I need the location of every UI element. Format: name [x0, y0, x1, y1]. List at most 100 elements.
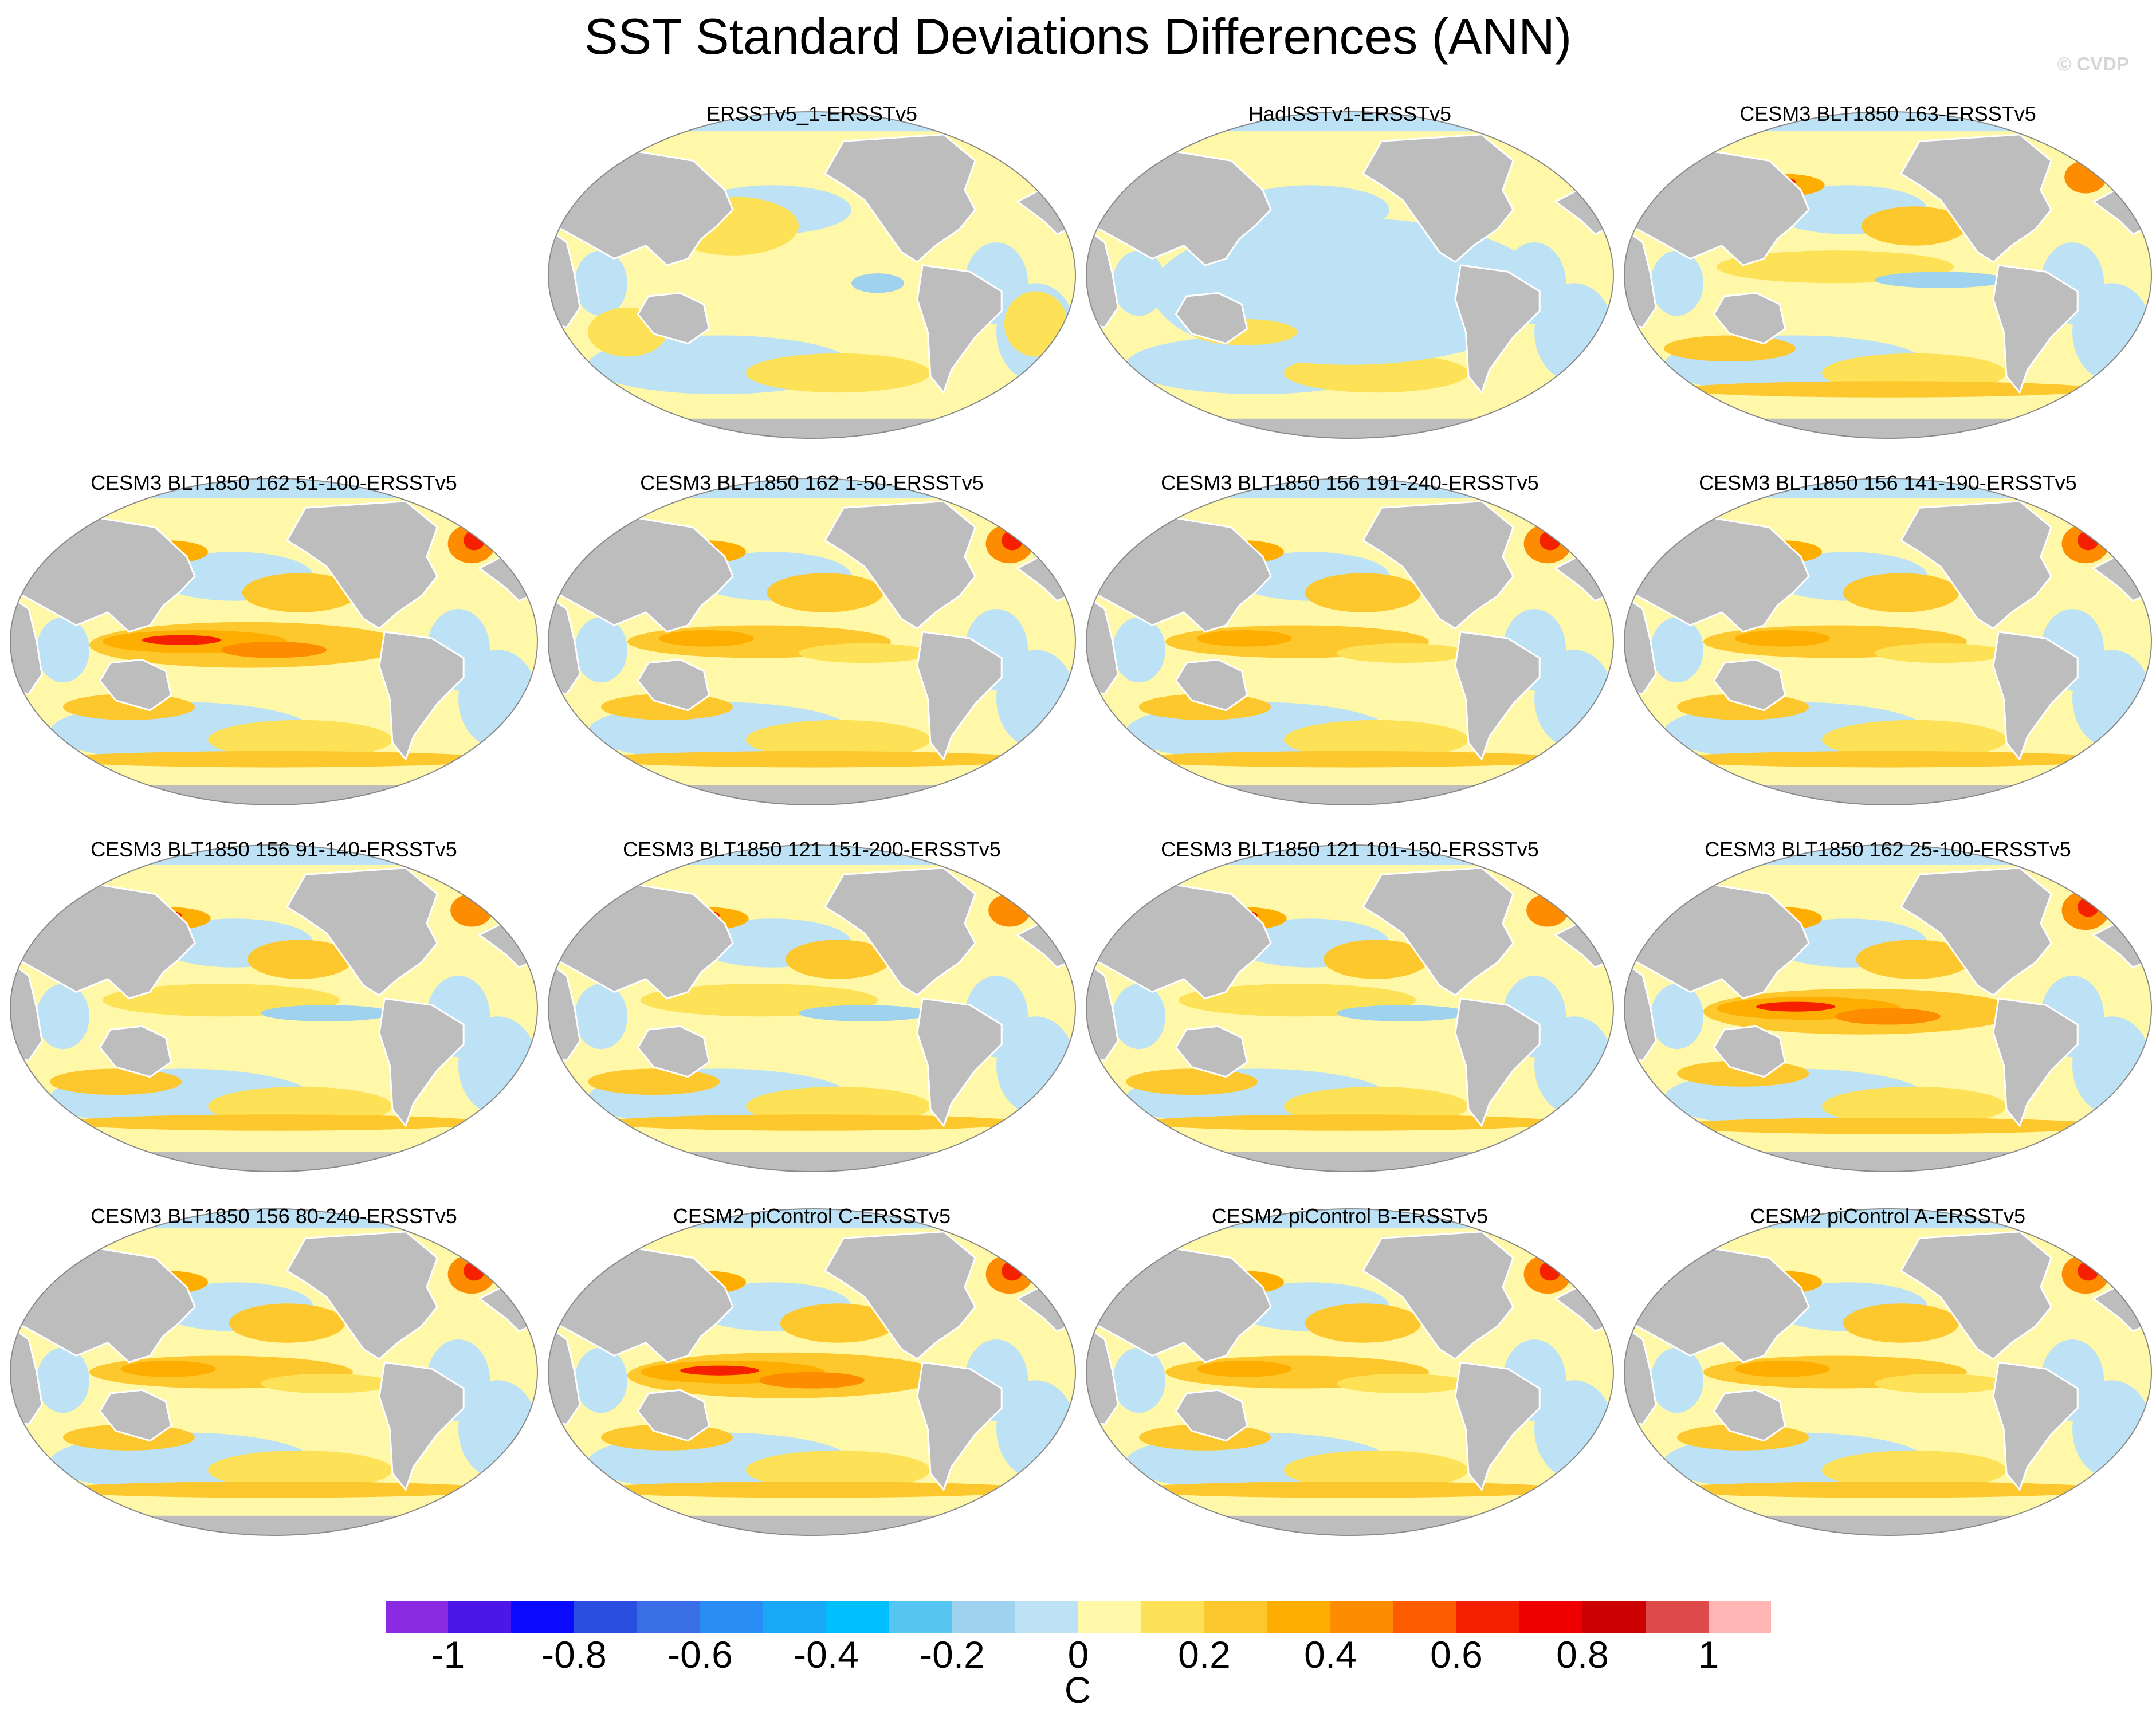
colorbar-tick-label: 1	[1698, 1633, 1719, 1676]
anomaly-patch	[1337, 1373, 1468, 1394]
anomaly-patch	[799, 643, 930, 663]
map-panel	[1624, 1208, 2152, 1536]
continent-africa	[1086, 227, 1119, 328]
anomaly-patch	[601, 1114, 1023, 1131]
colorbar-swatch	[1078, 1601, 1142, 1634]
anomaly-patch	[229, 1303, 345, 1343]
map-frame	[1624, 111, 2152, 439]
antarctica	[548, 785, 1075, 805]
continent-namerica	[1361, 500, 1514, 630]
anomaly-patch	[50, 1481, 498, 1498]
map-frame	[10, 478, 538, 805]
colorbar-tick-label: -0.2	[920, 1633, 985, 1676]
colorbar-swatch	[826, 1601, 890, 1634]
map-frame	[1624, 844, 2152, 1172]
antarctica	[548, 1152, 1075, 1172]
colorbar-swatch	[1141, 1601, 1205, 1634]
antarctica	[10, 1515, 537, 1535]
anomaly-patch	[63, 1114, 485, 1131]
anomaly-patch	[1651, 984, 1703, 1050]
continent-samerica	[378, 997, 465, 1128]
antarctica	[1086, 1152, 1613, 1172]
continent-africa	[1624, 961, 1657, 1062]
colorbar-tick-label: 0.4	[1304, 1633, 1357, 1676]
map-panel	[548, 1208, 1076, 1536]
continent-namerica	[1899, 133, 2052, 264]
map-panel	[548, 478, 1076, 805]
anomaly-patch	[588, 1068, 720, 1095]
colorbar-swatch	[448, 1601, 512, 1634]
anomaly-patch	[575, 250, 627, 316]
panel-title: CESM2 piControl A-ERSSTv5	[1750, 1204, 2026, 1228]
anomaly-patch	[1664, 750, 2112, 768]
continent-namerica	[1899, 1231, 2052, 1361]
antarctica	[1086, 1515, 1613, 1535]
anomaly-patch	[799, 1005, 930, 1021]
continent-samerica	[1992, 997, 2079, 1128]
continent-africa	[548, 961, 581, 1062]
continent-namerica	[1899, 867, 2052, 997]
anomaly-patch	[1113, 984, 1165, 1050]
continent-namerica	[285, 500, 438, 630]
map-frame	[548, 1208, 1076, 1536]
map-frame	[548, 111, 1076, 439]
colorbar-swatch	[385, 1601, 449, 1634]
colorbar-swatch	[574, 1601, 638, 1634]
continent-samerica	[916, 997, 1003, 1128]
colorbar-swatch	[1519, 1601, 1583, 1634]
anomaly-patch	[1126, 1068, 1258, 1095]
continent-africa	[548, 227, 581, 328]
continent-samerica	[916, 1361, 1003, 1492]
continent-australia	[1713, 1025, 1786, 1078]
anomaly-patch	[1862, 206, 1967, 246]
continent-africa	[1086, 1325, 1119, 1425]
anomaly-patch	[1677, 381, 2099, 398]
anomaly-patch	[1197, 630, 1292, 647]
anomaly-patch	[121, 1361, 216, 1377]
anomaly-patch	[1664, 1117, 2112, 1134]
antarctica	[548, 418, 1075, 438]
colorbar-tick-label: 0.6	[1430, 1633, 1483, 1676]
anomaly-patch	[1004, 291, 1068, 357]
anomaly-patch	[1126, 750, 1574, 768]
anomaly-patch	[851, 273, 904, 293]
continent-namerica	[1361, 1231, 1514, 1361]
colorbar	[385, 1601, 1772, 1639]
continent-australia	[637, 1389, 710, 1442]
continent-namerica	[285, 1231, 438, 1361]
continent-samerica	[378, 1361, 465, 1492]
map-panel	[1086, 111, 1614, 439]
panel-title: CESM3 BLT1850 156 191-240-ERSSTv5	[1161, 471, 1539, 494]
continent-samerica	[1454, 631, 1541, 761]
anomaly-patch	[1735, 1361, 1830, 1377]
anomaly-patch	[746, 720, 930, 760]
map-frame	[1624, 478, 2152, 805]
continent-namerica	[1361, 867, 1514, 997]
continent-australia	[1713, 658, 1786, 712]
colorbar-swatch	[511, 1601, 575, 1634]
continent-africa	[10, 961, 43, 1062]
continent-australia	[1175, 292, 1248, 345]
continent-africa	[1624, 227, 1657, 328]
anomaly-patch	[208, 1450, 392, 1490]
anomaly-patch	[588, 750, 1036, 768]
anomaly-patch	[1735, 630, 1830, 647]
anomaly-patch	[1822, 1450, 2006, 1490]
anomaly-patch	[37, 984, 89, 1050]
continent-australia	[637, 1025, 710, 1078]
panel-title: CESM2 piControl C-ERSSTv5	[673, 1204, 951, 1228]
anomaly-patch	[248, 940, 353, 979]
map-panel	[1086, 844, 1614, 1172]
continent-africa	[1086, 961, 1119, 1062]
anomaly-patch	[1284, 720, 1468, 760]
anomaly-patch	[261, 1005, 392, 1021]
map-panel	[548, 844, 1076, 1172]
continent-australia	[99, 1025, 172, 1078]
anomaly-patch	[1822, 1086, 2006, 1126]
anomaly-patch	[588, 1481, 1036, 1498]
map-frame	[548, 478, 1076, 805]
antarctica	[1624, 1515, 2151, 1535]
continent-australia	[99, 1389, 172, 1442]
panel-title: ERSSTv5_1-ERSSTv5	[706, 102, 918, 125]
colorbar-swatch	[1582, 1601, 1646, 1634]
